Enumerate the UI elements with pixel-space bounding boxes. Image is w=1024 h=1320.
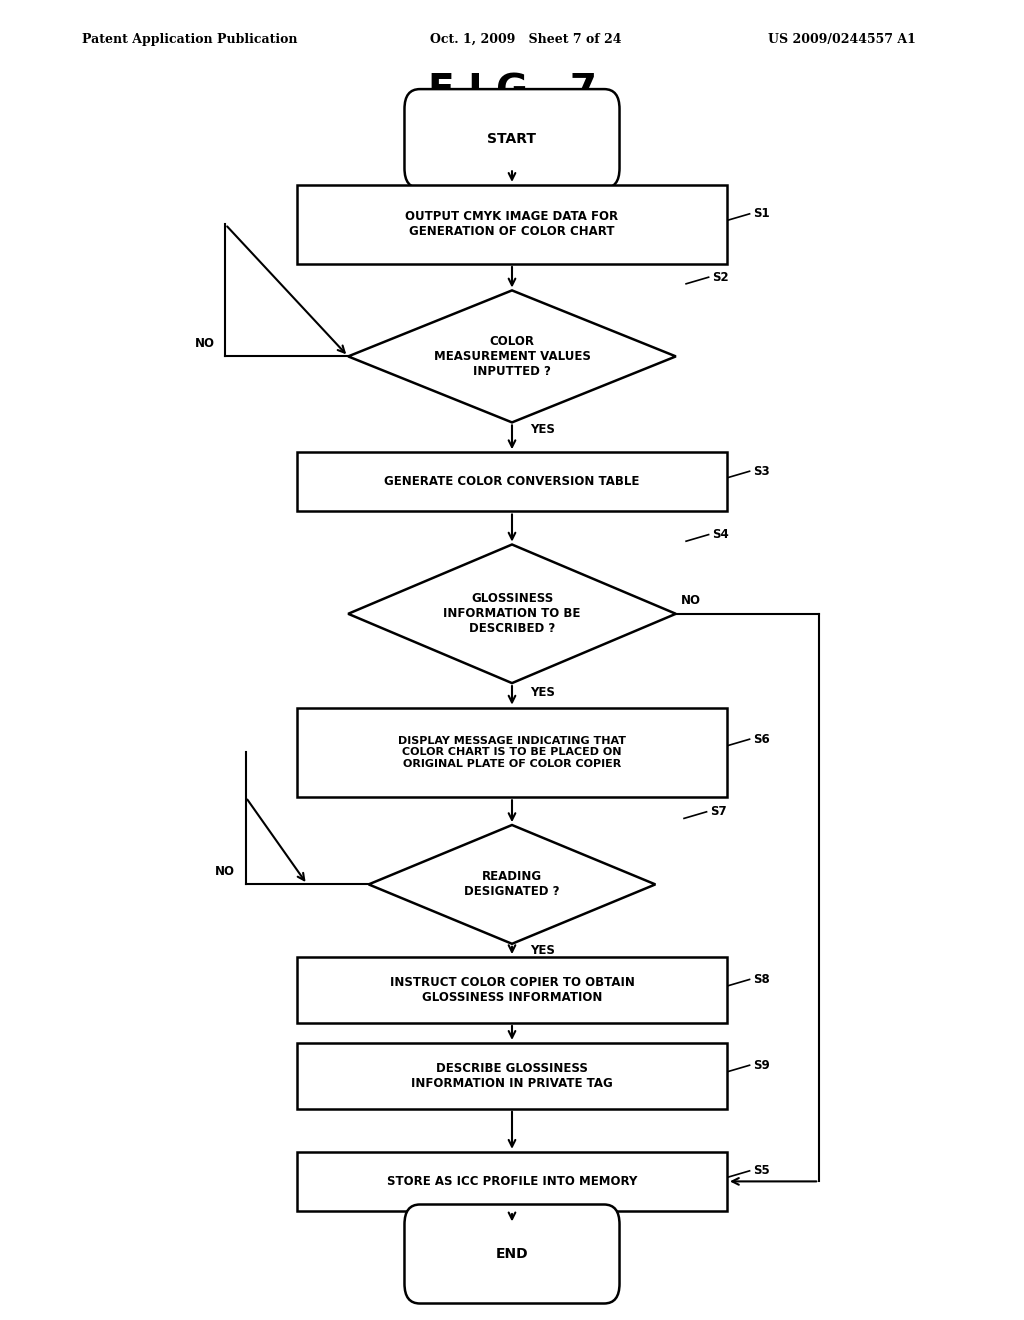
- FancyBboxPatch shape: [297, 957, 727, 1023]
- Text: Patent Application Publication: Patent Application Publication: [82, 33, 297, 46]
- FancyBboxPatch shape: [404, 88, 620, 187]
- Text: S1: S1: [753, 207, 769, 220]
- Text: S9: S9: [753, 1059, 769, 1072]
- Text: S4: S4: [712, 528, 728, 541]
- Text: S5: S5: [753, 1164, 769, 1177]
- Text: INSTRUCT COLOR COPIER TO OBTAIN
GLOSSINESS INFORMATION: INSTRUCT COLOR COPIER TO OBTAIN GLOSSINE…: [389, 975, 635, 1005]
- Text: STORE AS ICC PROFILE INTO MEMORY: STORE AS ICC PROFILE INTO MEMORY: [387, 1175, 637, 1188]
- Text: END: END: [496, 1247, 528, 1261]
- Text: COLOR
MEASUREMENT VALUES
INPUTTED ?: COLOR MEASUREMENT VALUES INPUTTED ?: [433, 335, 591, 378]
- Text: DISPLAY MESSAGE INDICATING THAT
COLOR CHART IS TO BE PLACED ON
ORIGINAL PLATE OF: DISPLAY MESSAGE INDICATING THAT COLOR CH…: [398, 735, 626, 770]
- Text: S8: S8: [753, 973, 769, 986]
- Text: S2: S2: [712, 271, 728, 284]
- Text: S7: S7: [710, 805, 726, 818]
- FancyBboxPatch shape: [297, 185, 727, 264]
- Text: NO: NO: [215, 865, 236, 878]
- Text: NO: NO: [195, 337, 215, 350]
- Text: GENERATE COLOR CONVERSION TABLE: GENERATE COLOR CONVERSION TABLE: [384, 475, 640, 488]
- Text: S6: S6: [753, 733, 769, 746]
- Polygon shape: [348, 290, 676, 422]
- FancyBboxPatch shape: [297, 708, 727, 797]
- Text: YES: YES: [530, 944, 555, 957]
- FancyBboxPatch shape: [297, 1151, 727, 1212]
- Text: OUTPUT CMYK IMAGE DATA FOR
GENERATION OF COLOR CHART: OUTPUT CMYK IMAGE DATA FOR GENERATION OF…: [406, 210, 618, 239]
- Polygon shape: [369, 825, 655, 944]
- Text: START: START: [487, 132, 537, 145]
- Text: READING
DESIGNATED ?: READING DESIGNATED ?: [464, 870, 560, 899]
- Text: Oct. 1, 2009   Sheet 7 of 24: Oct. 1, 2009 Sheet 7 of 24: [430, 33, 622, 46]
- Text: YES: YES: [530, 422, 555, 436]
- FancyBboxPatch shape: [297, 1043, 727, 1109]
- Text: F I G.  7: F I G. 7: [427, 73, 597, 111]
- Text: YES: YES: [530, 686, 555, 700]
- Polygon shape: [348, 544, 676, 682]
- FancyBboxPatch shape: [404, 1204, 620, 1304]
- Text: DESCRIBE GLOSSINESS
INFORMATION IN PRIVATE TAG: DESCRIBE GLOSSINESS INFORMATION IN PRIVA…: [411, 1061, 613, 1090]
- Text: NO: NO: [681, 594, 701, 607]
- FancyBboxPatch shape: [297, 451, 727, 511]
- Text: US 2009/0244557 A1: US 2009/0244557 A1: [768, 33, 915, 46]
- Text: GLOSSINESS
INFORMATION TO BE
DESCRIBED ?: GLOSSINESS INFORMATION TO BE DESCRIBED ?: [443, 593, 581, 635]
- Text: S3: S3: [753, 465, 769, 478]
